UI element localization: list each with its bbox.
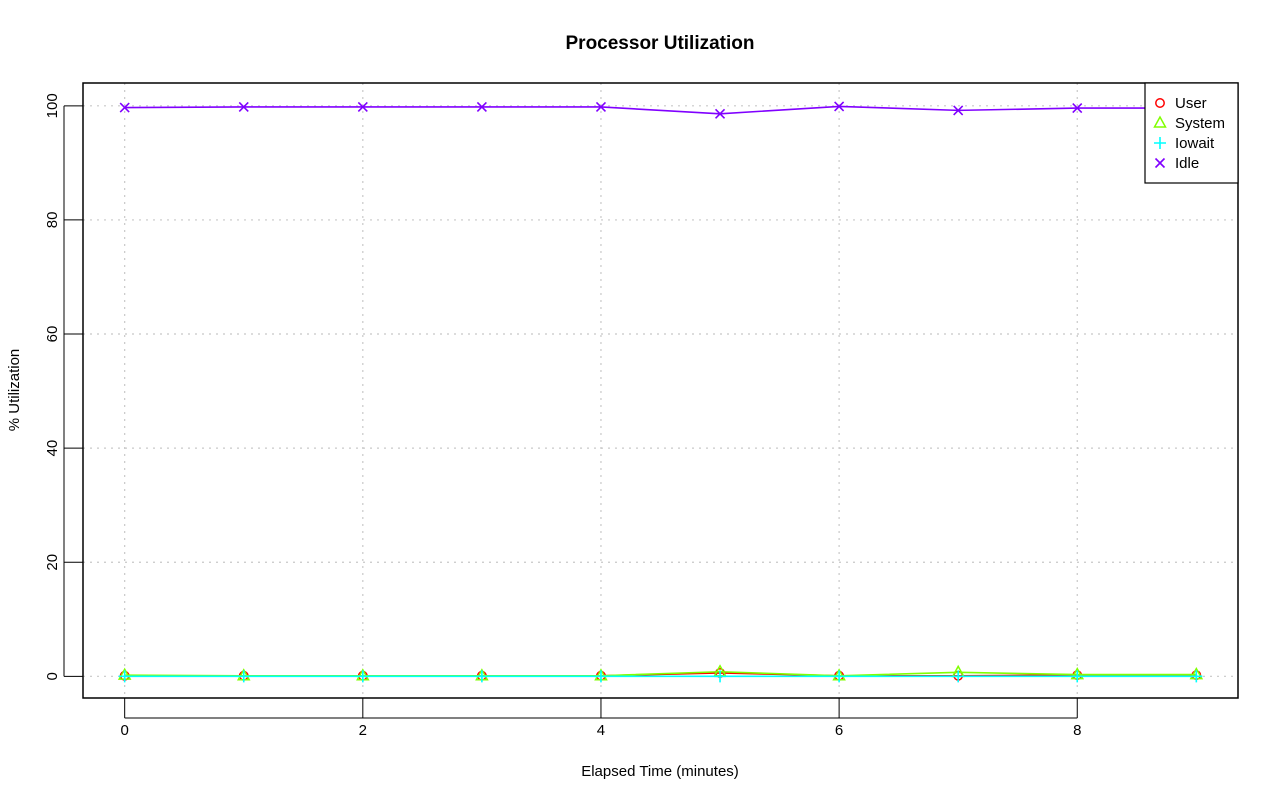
series-iowait [118,670,1203,683]
x-tick-label: 0 [121,722,129,739]
series-group [117,101,1204,683]
legend-marker-idle [1154,157,1166,169]
data-point-iowait [1190,670,1203,683]
grid-lines [83,83,1238,698]
legend-label-iowait: Iowait [1175,135,1215,152]
data-point-iowait [118,670,131,683]
data-point-idle [357,101,368,113]
y-tick-label: 40 [44,440,61,457]
x-axis: 0 2 4 6 8 [121,698,1081,739]
legend-marker-system [1153,115,1167,128]
y-tick-label: 100 [44,93,61,118]
y-tick-label: 60 [44,326,61,343]
series-idle [119,101,1202,119]
data-point-idle [714,108,726,119]
x-axis-label: Elapsed Time (minutes) [581,763,739,780]
data-point-idle [834,101,845,112]
y-tick-label: 80 [44,212,61,229]
data-point-iowait [952,670,965,683]
series-system [117,664,1204,681]
legend-marker-iowait [1154,137,1166,149]
legend-label-idle: Idle [1175,155,1199,172]
data-point-iowait [475,670,488,683]
chart-title: Processor Utilization [566,33,755,54]
data-point-iowait [237,670,250,683]
y-axis: 0 20 40 60 80 100 [44,93,83,680]
legend-marker-user [1155,98,1165,108]
data-point-iowait [1071,670,1084,683]
y-tick-label: 0 [44,672,61,680]
data-point-iowait [714,670,727,683]
x-tick-label: 8 [1073,722,1081,739]
x-tick-label: 6 [835,722,843,739]
data-point-idle [953,105,964,116]
data-point-iowait [594,670,607,683]
data-point-idle [119,102,130,113]
legend: User System Iowait Idle [1144,82,1239,184]
data-point-iowait [833,670,846,683]
data-point-idle [595,101,607,113]
legend-label-user: User [1175,95,1207,112]
series-line-idle [124,105,1197,115]
y-tick-label: 20 [44,554,61,571]
data-point-idle [476,101,487,113]
x-tick-label: 2 [359,722,367,739]
y-axis-label: % Utilization [6,349,23,432]
plot-frame [82,82,1239,699]
data-point-idle [238,101,249,113]
legend-label-system: System [1175,115,1225,132]
data-point-idle [1072,103,1083,114]
data-point-iowait [356,670,369,683]
x-tick-label: 4 [597,722,605,739]
legend-box [1144,82,1239,184]
